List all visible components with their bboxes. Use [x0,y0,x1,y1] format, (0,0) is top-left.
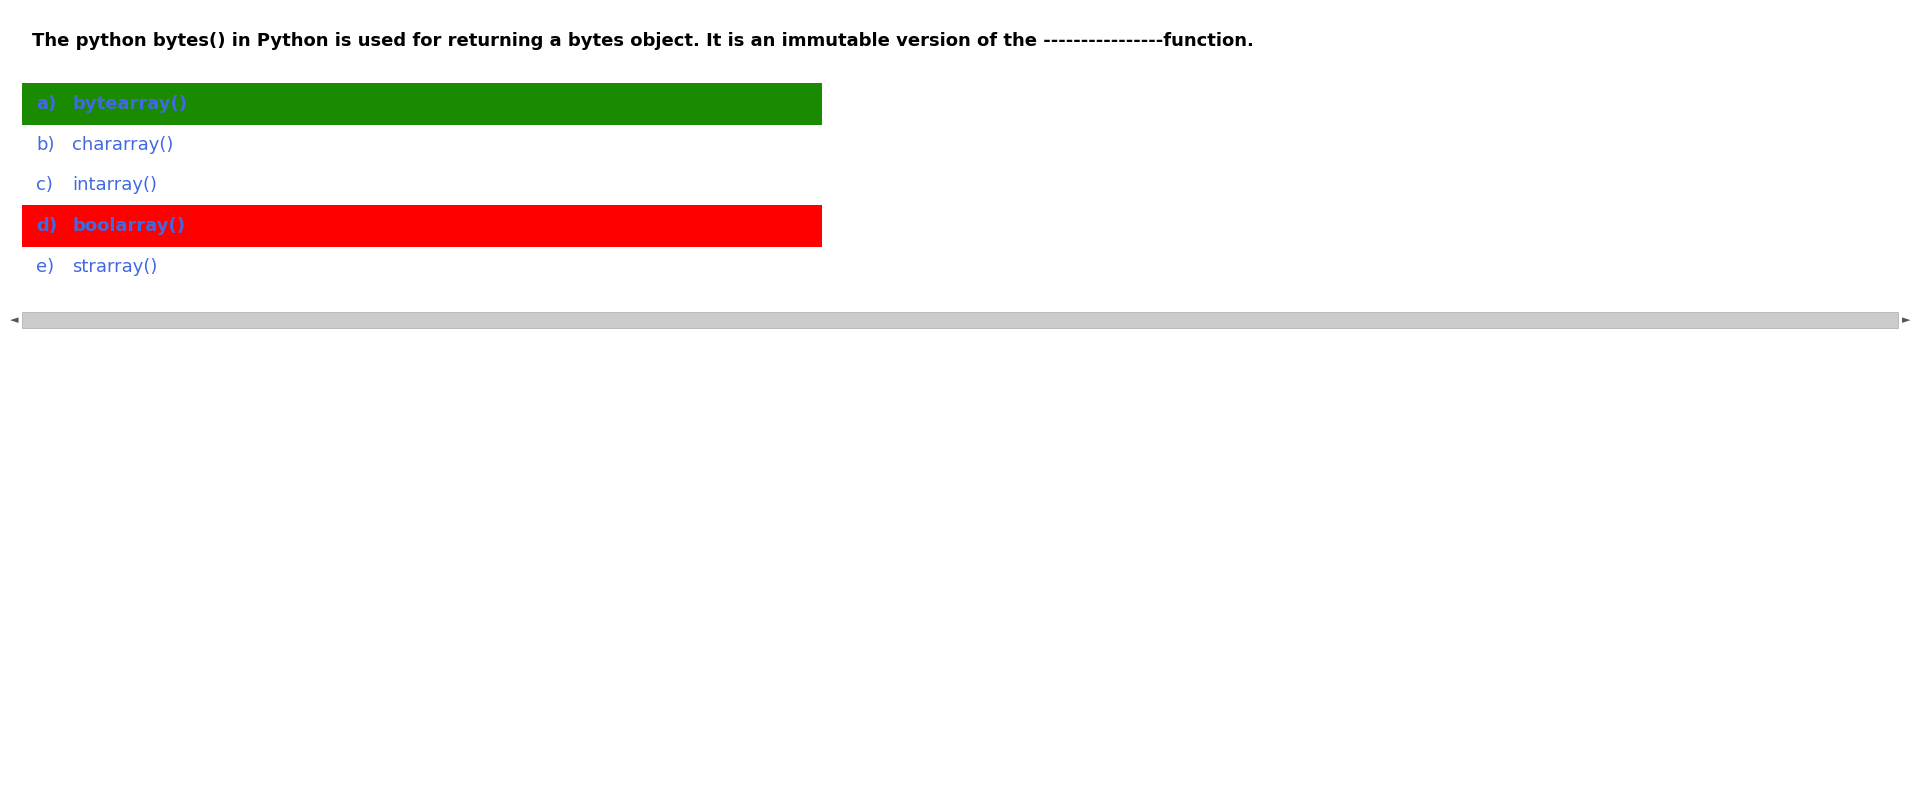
FancyBboxPatch shape [21,83,822,125]
Text: strarray(): strarray() [73,258,157,276]
Text: ◄: ◄ [10,315,17,325]
Text: c): c) [36,176,54,194]
Text: e): e) [36,258,54,276]
Text: a): a) [36,95,56,113]
Text: intarray(): intarray() [73,176,157,194]
Text: d): d) [36,217,58,235]
Text: chararray(): chararray() [73,136,173,154]
Text: boolarray(): boolarray() [73,217,184,235]
FancyBboxPatch shape [21,312,1899,328]
Text: ►: ► [1903,315,1910,325]
Text: b): b) [36,136,54,154]
Text: The python bytes() in Python is used for returning a bytes object. It is an immu: The python bytes() in Python is used for… [33,32,1254,50]
FancyBboxPatch shape [21,205,822,247]
Text: bytearray(): bytearray() [73,95,186,113]
